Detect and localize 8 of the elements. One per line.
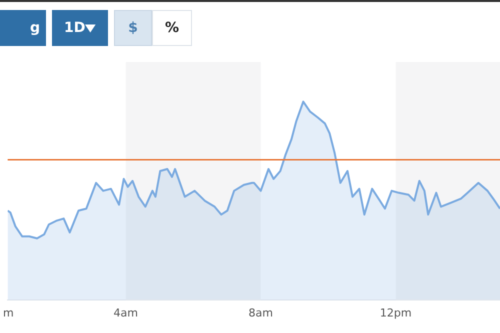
x-tick-label: 8am [248,306,273,320]
text: 1D [64,20,86,36]
x-tick-label: 12pm [380,306,412,320]
x-tick-label: m [3,306,14,320]
text: $ [128,20,138,36]
text: % [164,20,180,36]
x-tick-label: 4am [114,306,138,320]
text: g [30,20,40,36]
